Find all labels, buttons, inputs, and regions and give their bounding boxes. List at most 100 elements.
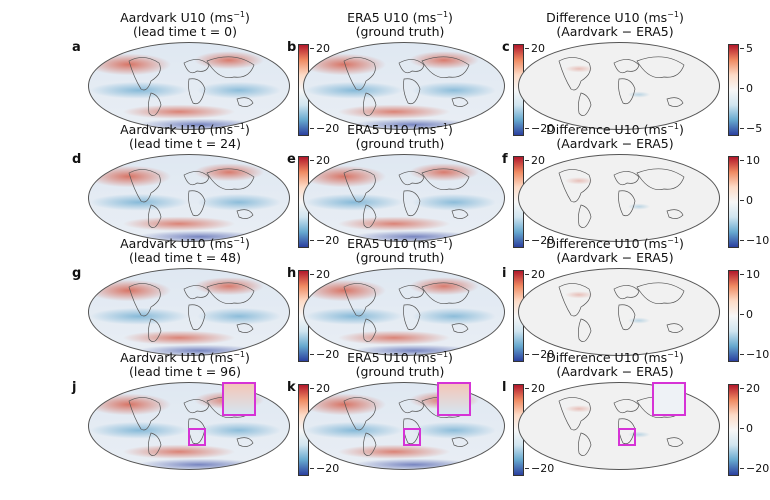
unit-superscript: −1 bbox=[436, 122, 449, 131]
panel-title-line1: Aardvark U10 (ms bbox=[120, 122, 234, 138]
coastline bbox=[362, 432, 377, 456]
coastline bbox=[636, 56, 685, 78]
coastline bbox=[236, 209, 254, 219]
coastline-overlay bbox=[558, 282, 685, 342]
coastline bbox=[183, 171, 210, 186]
coastline bbox=[343, 169, 376, 203]
coastline bbox=[636, 282, 685, 304]
unit-superscript: −1 bbox=[233, 122, 245, 131]
coastline bbox=[613, 59, 640, 74]
coastline-overlay bbox=[343, 396, 470, 456]
region-highlight-box bbox=[403, 428, 421, 446]
panel-letter: e bbox=[287, 152, 296, 167]
colorbar-tick-label: 0 bbox=[740, 82, 753, 95]
coastline bbox=[451, 97, 469, 107]
panel-title-line2: (ground truth) bbox=[355, 136, 445, 152]
coastline bbox=[236, 323, 254, 333]
coastline bbox=[451, 323, 469, 333]
coastline bbox=[362, 92, 377, 116]
colorbar-tick-label: −10 bbox=[739, 348, 770, 361]
coastline bbox=[398, 399, 425, 414]
unit-superscript: −1 bbox=[436, 236, 449, 245]
world-map bbox=[303, 154, 505, 242]
coastline bbox=[618, 190, 636, 217]
panel-title: Aardvark U10 (ms−1) (lead time t = 48) bbox=[120, 236, 250, 266]
panel-title-line2: (Aardvark − ERA5) bbox=[556, 250, 674, 266]
world-map bbox=[518, 154, 720, 242]
colorbar bbox=[728, 156, 739, 248]
colorbar-tick-label: −20 bbox=[524, 234, 555, 247]
panel-title-line1: ERA5 U10 (ms bbox=[347, 10, 437, 26]
coastline bbox=[577, 432, 592, 456]
colorbar-tick-label: 20 bbox=[525, 268, 545, 281]
colorbar-tick-label: 20 bbox=[310, 154, 330, 167]
panel-title-line2: (lead time t = 24) bbox=[129, 136, 241, 152]
coastline bbox=[421, 56, 470, 78]
panel-title: Difference U10 (ms−1) (Aardvark − ERA5) bbox=[546, 236, 684, 266]
region-highlight-box bbox=[188, 428, 206, 446]
panel-title: ERA5 U10 (ms−1) (ground truth) bbox=[347, 350, 453, 380]
coastline-overlay bbox=[343, 168, 470, 228]
coastline bbox=[577, 204, 592, 228]
panel-title-line1: Difference U10 (ms bbox=[546, 350, 668, 366]
colorbar-tick-label: 10 bbox=[740, 154, 760, 167]
coastline bbox=[398, 59, 425, 74]
colorbar-tick-label: 0 bbox=[740, 194, 753, 207]
unit-superscript: −1 bbox=[436, 10, 449, 19]
coastline bbox=[618, 78, 636, 105]
coastline bbox=[188, 304, 206, 331]
colorbar bbox=[728, 384, 739, 476]
world-map bbox=[88, 382, 290, 470]
unit-superscript: −1 bbox=[233, 236, 245, 245]
panel-title: Difference U10 (ms−1) (Aardvark − ERA5) bbox=[546, 10, 684, 40]
coastline-overlay bbox=[128, 56, 255, 116]
colorbar-tick-label: 10 bbox=[740, 268, 760, 281]
colorbar-tick-label: 20 bbox=[310, 268, 330, 281]
panel-letter: a bbox=[72, 40, 81, 55]
unit-superscript: −1 bbox=[436, 350, 449, 359]
coastline bbox=[128, 169, 161, 203]
panel-title: ERA5 U10 (ms−1) (ground truth) bbox=[347, 236, 453, 266]
coastline bbox=[451, 437, 469, 447]
panel-title-line1: ERA5 U10 (ms bbox=[347, 350, 437, 366]
coastline bbox=[666, 323, 684, 333]
coastline-overlay bbox=[128, 396, 255, 456]
zoom-inset bbox=[222, 382, 256, 416]
coastline bbox=[128, 57, 161, 91]
coastline bbox=[403, 78, 421, 105]
coastline bbox=[147, 92, 162, 116]
panel-letter: d bbox=[72, 152, 82, 167]
panel-letter: c bbox=[502, 40, 510, 55]
world-map bbox=[88, 268, 290, 356]
coastline bbox=[147, 318, 162, 342]
panel-title-line2: (Aardvark − ERA5) bbox=[556, 24, 674, 40]
panel-title: Aardvark U10 (ms−1) (lead time t = 0) bbox=[120, 10, 250, 40]
coastline-overlay bbox=[558, 396, 685, 456]
coastline bbox=[618, 304, 636, 331]
coastline bbox=[183, 59, 210, 74]
zoom-inset bbox=[437, 382, 471, 416]
panel-title: Difference U10 (ms−1) (Aardvark − ERA5) bbox=[546, 350, 684, 380]
coastline bbox=[206, 168, 255, 190]
panel-title-line1: Aardvark U10 (ms bbox=[120, 236, 234, 252]
panel-letter: b bbox=[287, 40, 297, 55]
panel-letter: h bbox=[287, 266, 297, 281]
coastline bbox=[421, 168, 470, 190]
coastline bbox=[451, 209, 469, 219]
coastline bbox=[558, 283, 591, 317]
panel-title: Aardvark U10 (ms−1) (lead time t = 24) bbox=[120, 122, 250, 152]
panel-letter: i bbox=[502, 266, 507, 281]
panel-title-line1: ERA5 U10 (ms bbox=[347, 122, 437, 138]
world-map bbox=[518, 42, 720, 130]
colorbar-tick-label: −20 bbox=[524, 462, 555, 475]
world-map bbox=[303, 268, 505, 356]
coastline bbox=[128, 397, 161, 431]
world-map bbox=[303, 382, 505, 470]
colorbar-tick-label: −20 bbox=[309, 234, 340, 247]
coastline bbox=[236, 437, 254, 447]
colorbar bbox=[728, 44, 739, 136]
unit-superscript: −1 bbox=[667, 122, 679, 131]
coastline-overlay bbox=[128, 168, 255, 228]
coastline bbox=[398, 285, 425, 300]
world-map bbox=[88, 42, 290, 130]
